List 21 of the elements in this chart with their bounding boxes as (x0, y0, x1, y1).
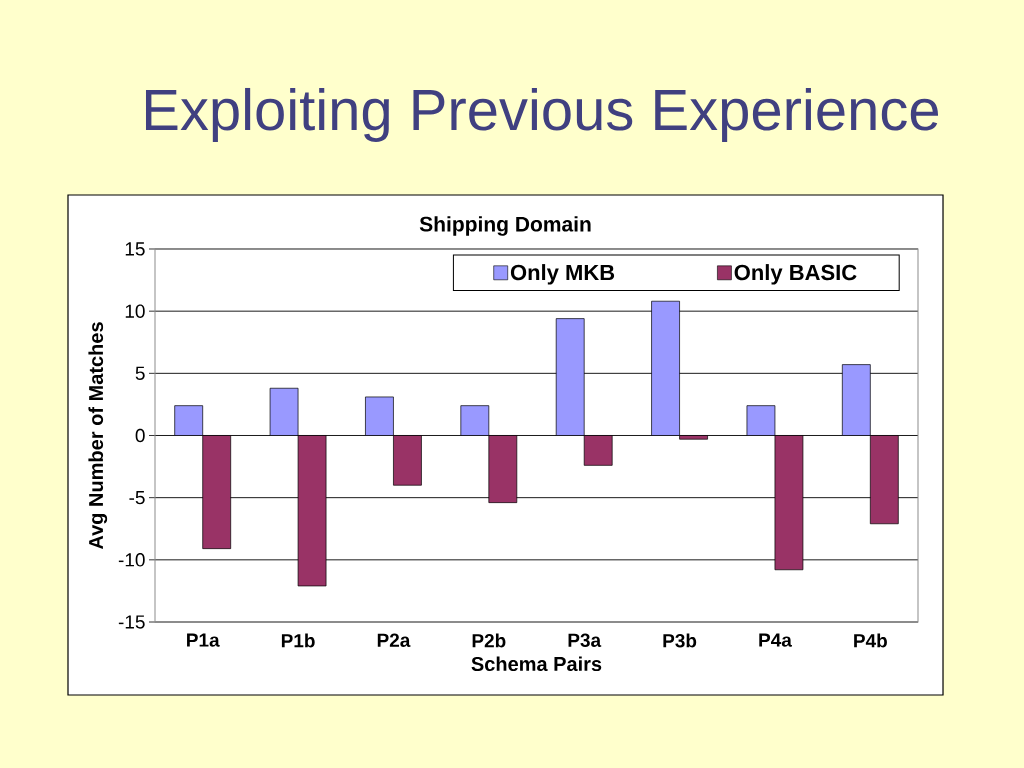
chart-subtitle: Shipping Domain (419, 216, 591, 236)
legend-label: Only MKB (510, 264, 615, 285)
x-tick-label: P4b (854, 633, 887, 648)
y-tick-label: 0 (135, 428, 145, 443)
legend-label: Only BASIC (734, 264, 857, 285)
x-tick-label: P3a (568, 633, 602, 648)
x-tick-label: P1b (281, 633, 315, 648)
x-tick-label: P2a (377, 633, 411, 647)
x-tick-label: P1a (187, 633, 220, 647)
x-tick-label: P4a (759, 633, 792, 647)
y-axis-title: Avg Number of Matches (88, 322, 108, 550)
y-tick-label: 15 (125, 242, 145, 256)
y-tick-label: 10 (125, 304, 145, 318)
x-axis-title: Schema Pairs (471, 656, 602, 672)
x-tick-label: P2b (472, 633, 506, 648)
y-tick-label: -10 (118, 553, 145, 567)
y-tick-label: -15 (118, 615, 145, 629)
chart-title: Exploiting Previous Experience (145, 87, 939, 143)
y-tick-label: -5 (129, 491, 145, 505)
y-tick-label: 5 (135, 366, 145, 380)
x-tick-label: P3b (663, 633, 697, 648)
